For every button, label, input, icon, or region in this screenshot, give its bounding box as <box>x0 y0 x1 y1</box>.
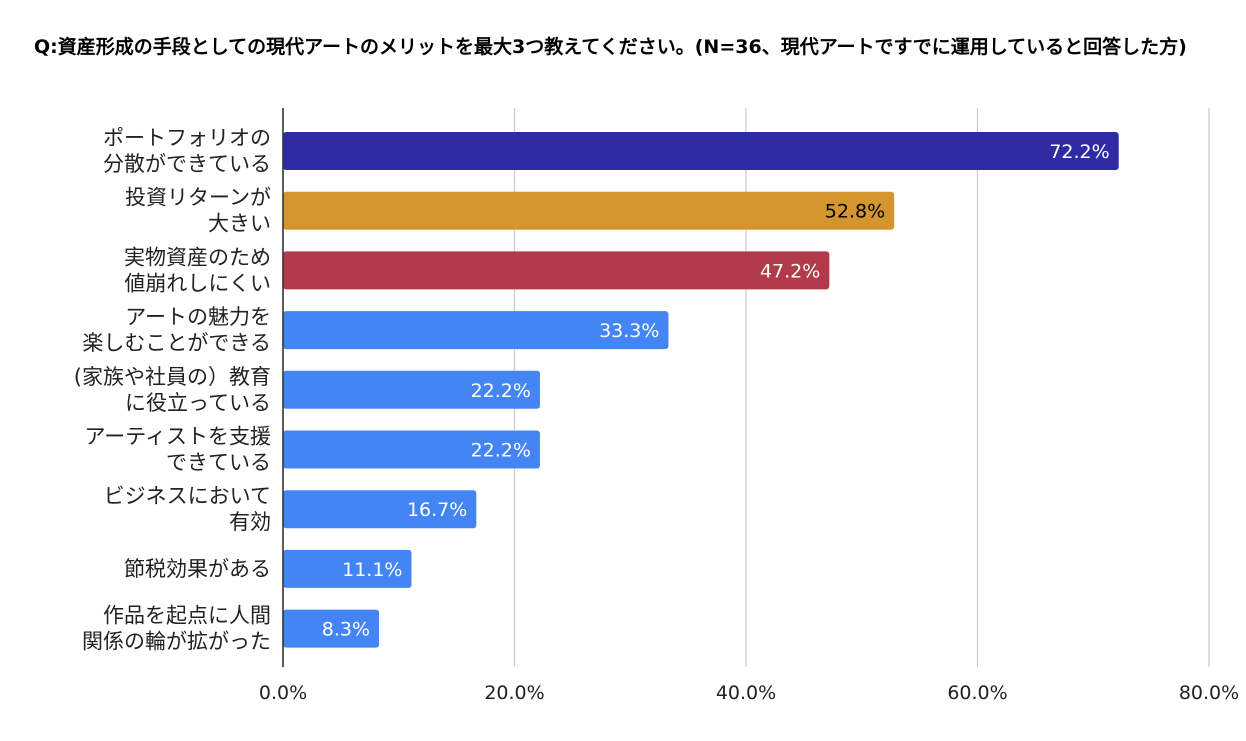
category-label: 投資リターンが <box>125 186 271 210</box>
bar <box>283 251 830 290</box>
category-label: ポートフォリオの <box>103 126 271 150</box>
bar-value-label: 33.3% <box>599 320 659 342</box>
category-label: 作品を起点に人間 <box>103 604 271 628</box>
bar-value-label: 11.1% <box>342 559 402 581</box>
category-label: 値崩れしにくい <box>124 271 271 295</box>
bar <box>283 132 1119 170</box>
x-tick-label: 0.0% <box>259 682 307 704</box>
category-label: 関係の輪が拡がった <box>82 630 271 654</box>
bar <box>283 311 669 350</box>
bar-value-label: 52.8% <box>825 201 885 223</box>
bar <box>283 490 477 529</box>
category-label: 大きい <box>208 212 271 236</box>
category-label: 楽しむことができる <box>82 331 271 355</box>
category-label: 分散ができている <box>103 152 271 176</box>
category-label: ビジネスにおいて <box>104 484 271 508</box>
category-label: アートの魅力を <box>125 305 271 329</box>
chart-title: Q:資産形成の手段としての現代アートのメリットを最大3つ教えてください。(N=3… <box>34 36 1187 58</box>
category-label: できている <box>166 451 271 475</box>
bar <box>283 370 540 409</box>
x-tick-label: 80.0% <box>1179 682 1239 704</box>
bar <box>283 191 895 230</box>
x-tick-label: 60.0% <box>947 682 1007 704</box>
bar <box>283 430 540 469</box>
bar-value-label: 47.2% <box>760 260 820 282</box>
bar-value-label: 72.2% <box>1049 141 1109 163</box>
bar-value-label: 22.2% <box>471 440 531 462</box>
bar <box>283 609 380 648</box>
bar-value-label: 22.2% <box>471 380 531 402</box>
category-label: に役立っている <box>125 391 271 415</box>
bar <box>283 549 412 588</box>
category-label: (家族や社員の）教育 <box>74 365 271 389</box>
category-label: アーティストを支援 <box>85 425 271 449</box>
bar-value-label: 8.3% <box>322 619 370 641</box>
bar-value-label: 16.7% <box>407 499 467 521</box>
x-tick-label: 40.0% <box>716 682 776 704</box>
x-tick-label: 20.0% <box>484 682 544 704</box>
category-label: 節税効果がある <box>124 557 271 581</box>
category-label: 有効 <box>229 510 271 534</box>
category-label: 実物資産のため <box>124 245 271 269</box>
